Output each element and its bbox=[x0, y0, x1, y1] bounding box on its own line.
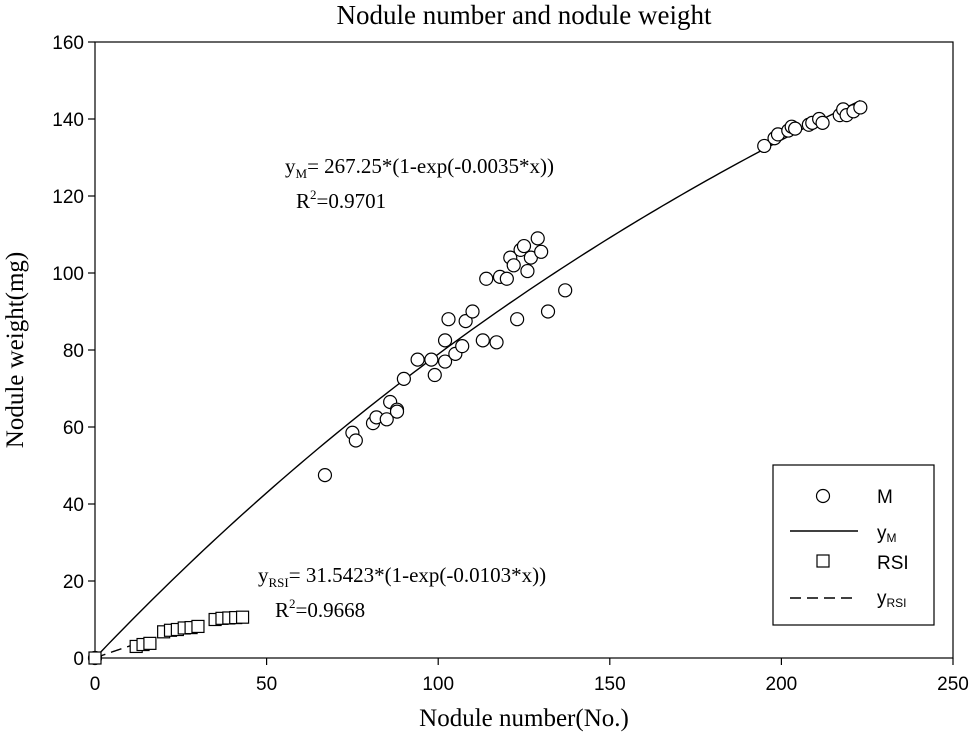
rsi-equation: yRSI= 31.5423*(1-exp(-0.0103*x)) bbox=[258, 563, 546, 590]
x-tick-label: 0 bbox=[90, 674, 101, 695]
legend-box bbox=[772, 464, 935, 626]
point-M bbox=[479, 271, 494, 286]
point-M bbox=[379, 412, 394, 427]
point-RSI bbox=[191, 619, 205, 634]
point-RSI bbox=[88, 651, 102, 665]
y-axis: 0 20 40 60 80 100 120 140 160 bbox=[52, 33, 95, 670]
legend-label-ym: yM bbox=[877, 523, 897, 545]
y-tick-label: 40 bbox=[63, 495, 84, 516]
point-M bbox=[510, 312, 525, 327]
m-equation: yM= 267.25*(1-exp(-0.0035*x)) bbox=[285, 154, 554, 181]
legend: M yM RSI yRSI bbox=[772, 464, 935, 626]
point-M bbox=[499, 271, 514, 286]
point-M bbox=[389, 404, 405, 419]
x-tick-label: 200 bbox=[766, 674, 798, 695]
x-axis-label: Nodule number(No.) bbox=[419, 705, 629, 732]
y-tick-label: 120 bbox=[52, 187, 84, 208]
y-tick-label: 160 bbox=[52, 33, 84, 54]
point-M bbox=[788, 121, 803, 136]
y-tick-label: 140 bbox=[52, 110, 84, 131]
m-r2-r: R bbox=[296, 189, 310, 213]
m-r-squared: R2=0.9701 bbox=[296, 187, 386, 213]
point-M bbox=[520, 263, 535, 279]
point-M bbox=[465, 304, 480, 319]
y-tick-label: 80 bbox=[63, 341, 84, 362]
legend-ym-sub: M bbox=[887, 531, 897, 545]
point-M bbox=[427, 367, 442, 383]
point-M bbox=[558, 283, 573, 298]
y-tick-label: 100 bbox=[52, 264, 84, 285]
point-M bbox=[410, 352, 425, 367]
legend-label-yrsi: yRSI bbox=[877, 588, 907, 610]
m-eq-sub: M bbox=[296, 166, 308, 181]
fit-line-yM bbox=[94, 99, 861, 659]
rsi-r-squared: R2=0.9668 bbox=[275, 596, 365, 622]
point-M bbox=[516, 238, 532, 254]
point-M bbox=[441, 312, 456, 327]
point-RSI bbox=[143, 636, 157, 650]
rsi-r2-sup: 2 bbox=[289, 596, 296, 611]
legend-label-rsi: RSI bbox=[877, 553, 909, 574]
point-M bbox=[348, 433, 363, 448]
data-points bbox=[87, 100, 868, 666]
point-M bbox=[530, 231, 545, 246]
legend-circle-marker bbox=[815, 488, 831, 504]
m-r2-text: =0.9701 bbox=[317, 189, 387, 213]
point-M bbox=[853, 100, 868, 115]
x-tick-label: 50 bbox=[256, 674, 277, 695]
y-tick-label: 20 bbox=[63, 572, 84, 593]
x-tick-label: 250 bbox=[937, 674, 969, 695]
legend-square-marker bbox=[816, 554, 830, 568]
m-eq-text: = 267.25*(1-exp(-0.0035*x)) bbox=[307, 154, 554, 178]
point-M bbox=[437, 333, 453, 348]
m-r2-sup: 2 bbox=[310, 187, 317, 202]
legend-label-m: M bbox=[877, 487, 893, 508]
point-M bbox=[396, 371, 411, 386]
point-M bbox=[475, 333, 490, 348]
y-axis-label: Nodule weight(mg) bbox=[2, 252, 29, 448]
y-tick-label: 60 bbox=[63, 418, 84, 439]
point-M bbox=[815, 115, 830, 130]
y-tick-label: 0 bbox=[73, 649, 84, 670]
point-M bbox=[455, 339, 470, 354]
legend-yrsi-y: y bbox=[877, 588, 887, 609]
legend-ym-y: y bbox=[877, 523, 887, 544]
point-M bbox=[540, 304, 556, 319]
legend-yrsi-sub: RSI bbox=[887, 596, 907, 610]
point-M bbox=[437, 354, 453, 369]
point-M bbox=[489, 335, 504, 350]
rsi-eq-sub: RSI bbox=[269, 575, 289, 590]
rsi-r2-text: =0.9668 bbox=[296, 598, 366, 622]
point-RSI bbox=[235, 610, 250, 624]
x-tick-label: 100 bbox=[422, 674, 454, 695]
rsi-r2-r: R bbox=[275, 598, 289, 622]
chart-title: Nodule number and nodule weight bbox=[337, 0, 712, 30]
point-M bbox=[757, 138, 772, 154]
x-tick-label: 150 bbox=[594, 674, 626, 695]
point-M bbox=[506, 258, 521, 273]
point-M bbox=[534, 244, 549, 259]
point-M bbox=[458, 314, 473, 329]
rsi-eq-y: y bbox=[258, 563, 269, 587]
x-axis: 0 50 100 150 200 250 bbox=[90, 658, 969, 695]
point-M bbox=[424, 352, 439, 367]
rsi-eq-text: = 31.5423*(1-exp(-0.0103*x)) bbox=[289, 563, 546, 587]
m-eq-y: y bbox=[285, 154, 296, 178]
point-M bbox=[317, 468, 333, 483]
